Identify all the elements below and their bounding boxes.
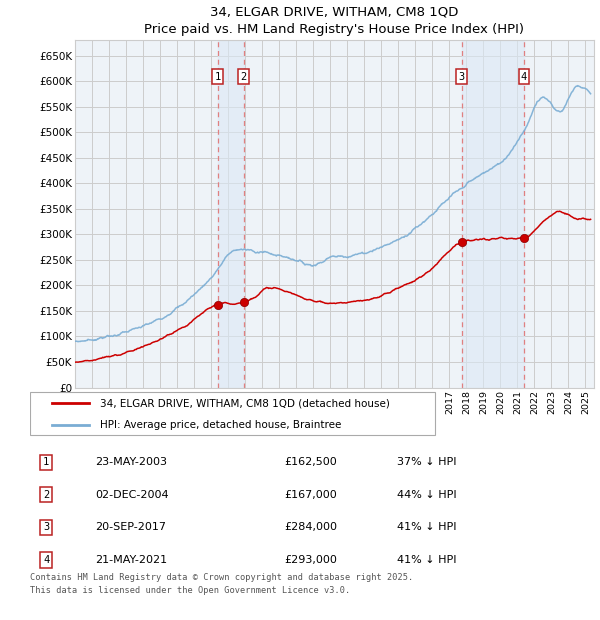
Title: 34, ELGAR DRIVE, WITHAM, CM8 1QD
Price paid vs. HM Land Registry's House Price I: 34, ELGAR DRIVE, WITHAM, CM8 1QD Price p… (145, 6, 524, 37)
Text: £284,000: £284,000 (284, 523, 337, 533)
Text: 20-SEP-2017: 20-SEP-2017 (95, 523, 166, 533)
Text: HPI: Average price, detached house, Braintree: HPI: Average price, detached house, Brai… (100, 420, 341, 430)
Text: 34, ELGAR DRIVE, WITHAM, CM8 1QD (detached house): 34, ELGAR DRIVE, WITHAM, CM8 1QD (detach… (100, 398, 390, 408)
Text: 3: 3 (458, 72, 465, 82)
Text: 44% ↓ HPI: 44% ↓ HPI (397, 490, 457, 500)
Bar (218, 40, 244, 388)
Text: 4: 4 (43, 555, 49, 565)
Text: 23-MAY-2003: 23-MAY-2003 (95, 458, 167, 467)
Text: 2: 2 (43, 490, 49, 500)
Text: 2: 2 (241, 72, 247, 82)
Text: 41% ↓ HPI: 41% ↓ HPI (397, 555, 457, 565)
Text: 4: 4 (521, 72, 527, 82)
Text: 37% ↓ HPI: 37% ↓ HPI (397, 458, 457, 467)
Text: 1: 1 (43, 458, 49, 467)
Text: £293,000: £293,000 (284, 555, 337, 565)
Text: £162,500: £162,500 (284, 458, 337, 467)
Text: 41% ↓ HPI: 41% ↓ HPI (397, 523, 457, 533)
Text: 02-DEC-2004: 02-DEC-2004 (95, 490, 169, 500)
Bar (461, 40, 524, 388)
Text: £167,000: £167,000 (284, 490, 337, 500)
FancyBboxPatch shape (30, 392, 435, 435)
Text: 21-MAY-2021: 21-MAY-2021 (95, 555, 167, 565)
Text: 1: 1 (215, 72, 221, 82)
Text: 3: 3 (43, 523, 49, 533)
Text: Contains HM Land Registry data © Crown copyright and database right 2025.
This d: Contains HM Land Registry data © Crown c… (30, 574, 413, 595)
